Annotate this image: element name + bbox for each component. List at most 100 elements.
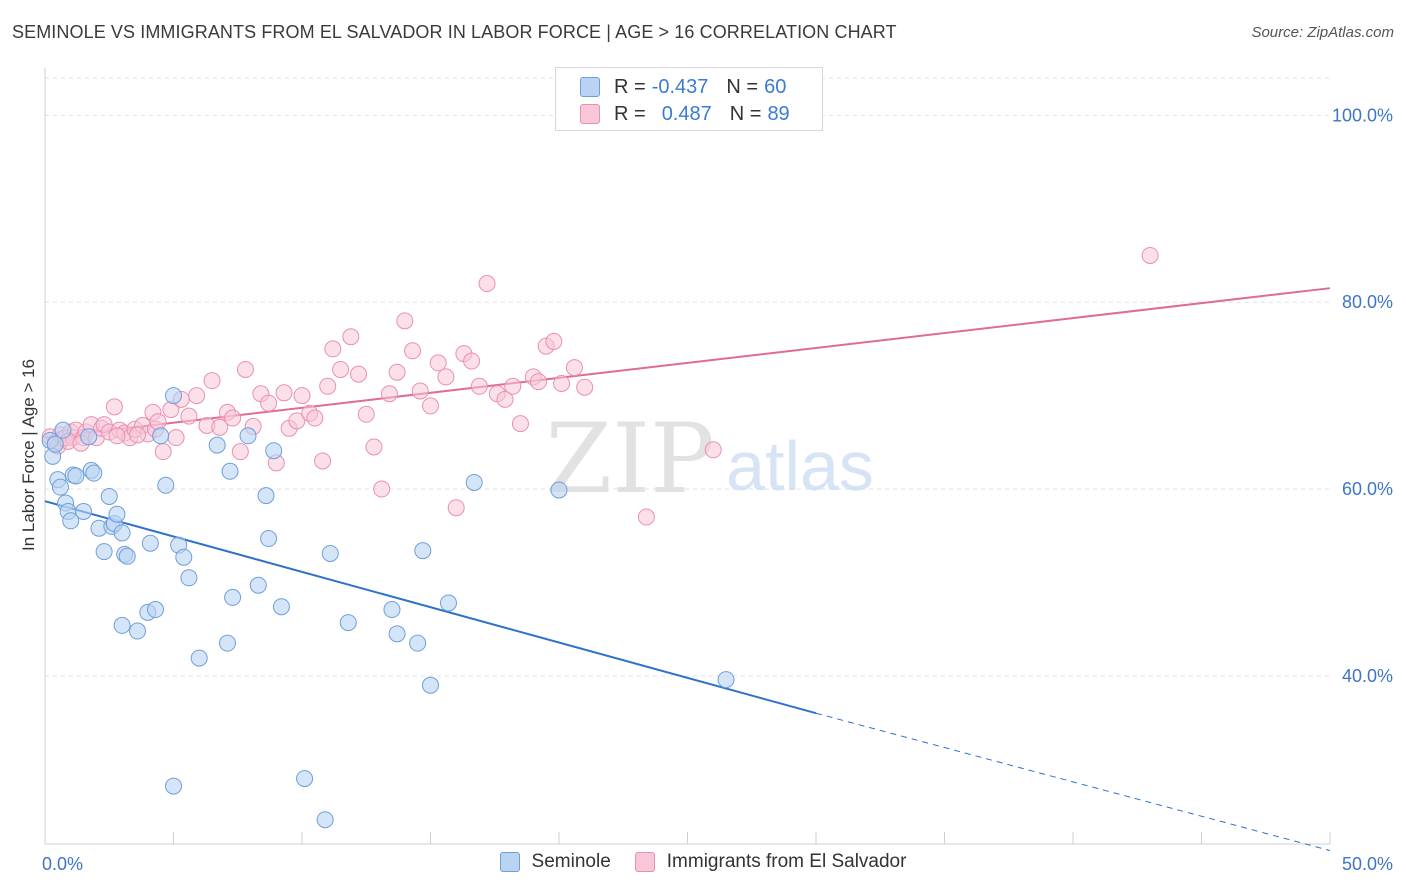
salvador-point	[388, 363, 406, 381]
salvador-point	[1141, 246, 1159, 264]
salvador-point	[224, 409, 242, 427]
salvador-point	[565, 359, 583, 377]
seminole-trend-line	[44, 500, 817, 715]
salvador-point	[404, 342, 422, 360]
salvador-point	[167, 429, 185, 447]
r-value: 0.487	[661, 102, 712, 125]
seminole-point	[165, 777, 182, 795]
salvador-point	[496, 390, 514, 408]
seminole-point	[422, 676, 439, 694]
seminole-point	[383, 601, 401, 619]
legend-item-seminole: Seminole	[499, 851, 611, 873]
seminole-point	[224, 588, 242, 606]
salvador-trend-line	[44, 287, 1331, 439]
salvador-point	[108, 427, 126, 445]
salvador-point	[470, 377, 488, 395]
watermark-zip: ZIP	[545, 403, 714, 515]
salvador-point	[357, 405, 375, 423]
correlation-legend: R = -0.437 N = 60 R = 0.487 N = 89	[555, 67, 823, 131]
salvador-point	[411, 382, 429, 400]
seminole-point	[239, 427, 257, 445]
salvador-legend-label: Immigrants from El Salvador	[666, 851, 907, 872]
tick-labels: 40.0% 60.0% 80.0% 100.0% 0.0% 50.0%	[42, 105, 1393, 874]
salvador-point	[154, 443, 172, 461]
seminole-point	[157, 476, 175, 494]
salvador-point	[275, 384, 293, 402]
seminole-point	[321, 544, 339, 562]
y-tick-label: 60.0%	[1342, 479, 1393, 499]
seminole-point	[141, 534, 159, 552]
watermark: ZIP atlas	[545, 403, 874, 515]
series-legend: Seminole Immigrants from El Salvador	[0, 851, 1406, 873]
r-label: R =	[614, 102, 646, 125]
salvador-point	[529, 373, 547, 391]
salvador-point	[365, 438, 383, 456]
salvador-point	[396, 312, 414, 330]
seminole-trend-extension	[815, 712, 1331, 852]
seminole-point	[175, 548, 193, 566]
seminole-point	[67, 467, 85, 485]
salvador-point	[324, 340, 342, 358]
salvador-legend-swatch	[634, 852, 655, 872]
r-label: R =	[614, 75, 646, 98]
seminole-point	[296, 770, 314, 788]
source-label: Source: ZipAtlas.com	[1251, 24, 1394, 41]
seminole-point	[717, 671, 735, 689]
salvador-point	[288, 412, 306, 430]
seminole-point	[260, 530, 278, 548]
series-seminole	[41, 387, 735, 829]
seminole-point	[152, 427, 170, 445]
r-value: -0.437	[651, 75, 709, 98]
seminole-point	[409, 634, 427, 652]
seminole-point	[85, 464, 103, 482]
salvador-point	[188, 387, 206, 405]
salvador-point	[463, 352, 481, 370]
salvador-point	[129, 426, 147, 444]
seminole-point	[180, 569, 198, 587]
legend-row-seminole: R = -0.437 N = 60	[580, 74, 786, 100]
x-tick-label: 0.0%	[42, 854, 83, 874]
seminole-point	[147, 601, 165, 619]
trend-lines	[44, 287, 1331, 852]
salvador-point	[637, 508, 655, 526]
seminole-point	[113, 616, 131, 634]
seminole-point	[54, 421, 72, 439]
watermark-atlas: atlas	[726, 427, 874, 505]
seminole-point	[46, 435, 64, 453]
seminole-point	[95, 543, 113, 561]
seminole-point	[51, 478, 69, 496]
y-tick-label: 40.0%	[1342, 666, 1393, 686]
salvador-point	[422, 397, 439, 415]
grid-lines	[45, 77, 1330, 677]
x-tick-label: 50.0%	[1342, 854, 1393, 874]
n-value: 60	[764, 75, 787, 98]
seminole-point	[113, 524, 131, 542]
salvador-point	[576, 378, 594, 396]
legend-row-salvador: R = 0.487 N = 89	[580, 101, 790, 127]
salvador-point	[231, 443, 249, 461]
salvador-point	[478, 275, 496, 293]
salvador-point	[332, 360, 350, 378]
seminole-point	[62, 512, 80, 530]
seminole-point	[339, 614, 357, 632]
seminole-point	[550, 481, 568, 499]
seminole-point	[165, 387, 182, 405]
y-axis-label: In Labor Force | Age > 16	[19, 359, 38, 551]
n-label: N =	[726, 75, 759, 98]
salvador-point	[373, 480, 391, 498]
seminole-point	[265, 442, 283, 460]
seminole-point	[108, 505, 126, 523]
salvador-point	[236, 360, 254, 378]
seminole-point	[465, 473, 483, 491]
salvador-point	[429, 354, 447, 372]
salvador-point	[149, 413, 167, 431]
n-label: N =	[729, 102, 762, 125]
salvador-point	[211, 418, 229, 436]
y-tick-label: 100.0%	[1332, 105, 1393, 125]
seminole-point	[439, 594, 457, 612]
salvador-point	[105, 398, 123, 416]
legend-item-salvador: Immigrants from El Salvador	[634, 851, 907, 873]
seminole-point	[75, 502, 93, 520]
seminole-point	[316, 811, 334, 829]
